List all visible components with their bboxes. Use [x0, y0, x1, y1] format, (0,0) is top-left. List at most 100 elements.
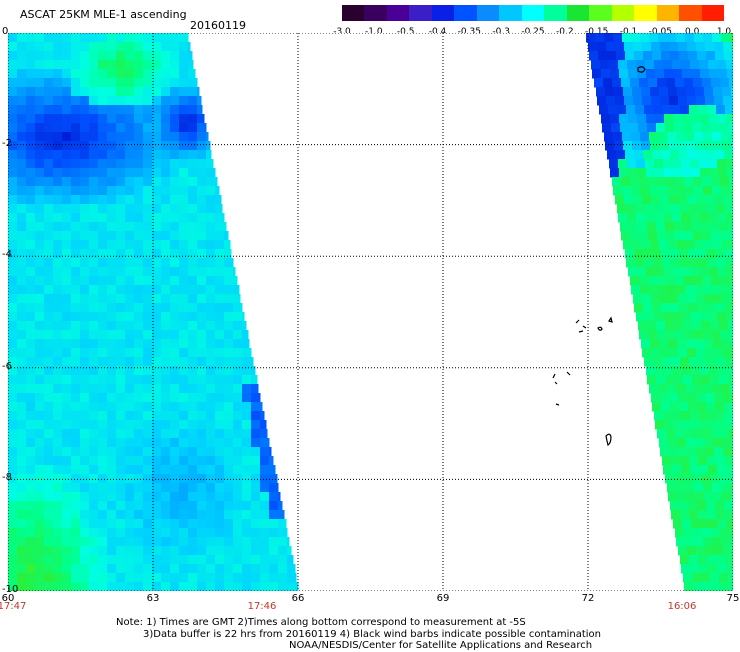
swath-cell — [639, 276, 649, 286]
swath-cell — [125, 294, 135, 304]
swath-cell — [671, 204, 681, 214]
swath-cell — [215, 267, 225, 277]
swath-cell — [620, 222, 630, 232]
swath-cell — [17, 195, 27, 205]
swath-cell — [628, 69, 638, 79]
swath-cell — [708, 159, 718, 169]
swath-cell — [224, 357, 234, 367]
swath-cell — [62, 267, 72, 277]
colorbar-swatch — [454, 5, 477, 21]
swath-cell — [711, 231, 721, 241]
swath-cell — [26, 483, 36, 493]
swath-cell — [675, 78, 685, 88]
swath-cell — [98, 375, 108, 385]
swath-cell — [53, 555, 63, 565]
swath-cell — [242, 321, 247, 331]
swath-cell — [170, 285, 180, 295]
swath-cell — [278, 510, 285, 520]
swath-cell — [700, 366, 710, 376]
swath-cell — [197, 564, 207, 574]
swath-cell — [269, 555, 279, 565]
swath-cell — [170, 519, 180, 529]
swath-cell — [71, 159, 81, 169]
swath-cell — [728, 321, 733, 331]
swath-cell — [161, 267, 171, 277]
swath-cell — [233, 501, 243, 511]
swath-cell — [224, 510, 234, 520]
swath-cell — [161, 330, 171, 340]
swath-cell — [35, 474, 45, 484]
swath-cell — [233, 474, 243, 484]
swath-cell — [170, 204, 180, 214]
swath-cell — [206, 330, 216, 340]
swath-cell — [80, 555, 90, 565]
swath-cell — [152, 312, 162, 322]
swath-cell — [701, 474, 711, 484]
swath-cell — [669, 42, 679, 52]
swath-cell — [655, 366, 665, 376]
swath-cell — [107, 87, 117, 97]
swath-cell — [26, 564, 36, 574]
swath-cell — [726, 465, 733, 475]
swath-cell — [683, 123, 693, 133]
swath-cell — [179, 258, 189, 268]
swath-cell — [143, 177, 153, 187]
swath-cell — [197, 114, 205, 124]
swath-cell — [71, 402, 81, 412]
swath-cell — [8, 366, 18, 376]
swath-cell — [188, 393, 198, 403]
swath-cell — [71, 303, 81, 313]
swath-cell — [170, 483, 180, 493]
latitude-label: -8 — [2, 472, 12, 484]
swath-cell — [616, 150, 626, 160]
swath-cell — [712, 33, 722, 43]
swath-cell — [607, 51, 617, 61]
swath-cell — [675, 231, 685, 241]
swath-cell — [17, 483, 27, 493]
swath-cell — [179, 528, 189, 538]
swath-cell — [179, 276, 189, 286]
swath-cell — [8, 87, 18, 97]
swath-cell — [134, 51, 144, 61]
swath-cell — [44, 348, 54, 358]
swath-cell — [224, 276, 234, 286]
swath-cell — [696, 447, 706, 457]
swath-cell — [278, 501, 283, 511]
swath-cell — [621, 231, 631, 241]
swath-cell — [224, 258, 234, 268]
swath-cell — [179, 510, 189, 520]
swath-cell — [116, 141, 126, 151]
swath-cell — [215, 411, 225, 421]
swath-cell — [676, 33, 686, 43]
swath-cell — [125, 60, 135, 70]
swath-cell — [17, 393, 27, 403]
swath-cell — [224, 312, 234, 322]
swath-cell — [80, 339, 90, 349]
swath-cell — [668, 87, 678, 97]
swath-cell — [152, 141, 162, 151]
swath-cell — [641, 240, 651, 250]
swath-cell — [732, 42, 733, 52]
swath-cell — [242, 564, 252, 574]
swath-cell — [692, 123, 702, 133]
swath-cell — [206, 465, 216, 475]
swath-cell — [658, 186, 668, 196]
swath-cell — [197, 231, 207, 241]
swath-cell — [8, 348, 18, 358]
swath-cell — [26, 303, 36, 313]
swath-cell — [170, 78, 180, 88]
swath-cell — [53, 267, 63, 277]
swath-cell — [161, 159, 171, 169]
swath-cell — [693, 78, 703, 88]
swath-cell — [26, 276, 36, 286]
swath-cell — [170, 510, 180, 520]
swath-cell — [704, 141, 714, 151]
swath-cell — [80, 402, 90, 412]
swath-cell — [125, 546, 135, 556]
swath-cell — [206, 537, 216, 547]
swath-cell — [125, 447, 135, 457]
swath-cell — [726, 159, 733, 169]
swath-cell — [125, 438, 135, 448]
swath-cell — [680, 105, 690, 115]
swath-cell — [161, 393, 171, 403]
